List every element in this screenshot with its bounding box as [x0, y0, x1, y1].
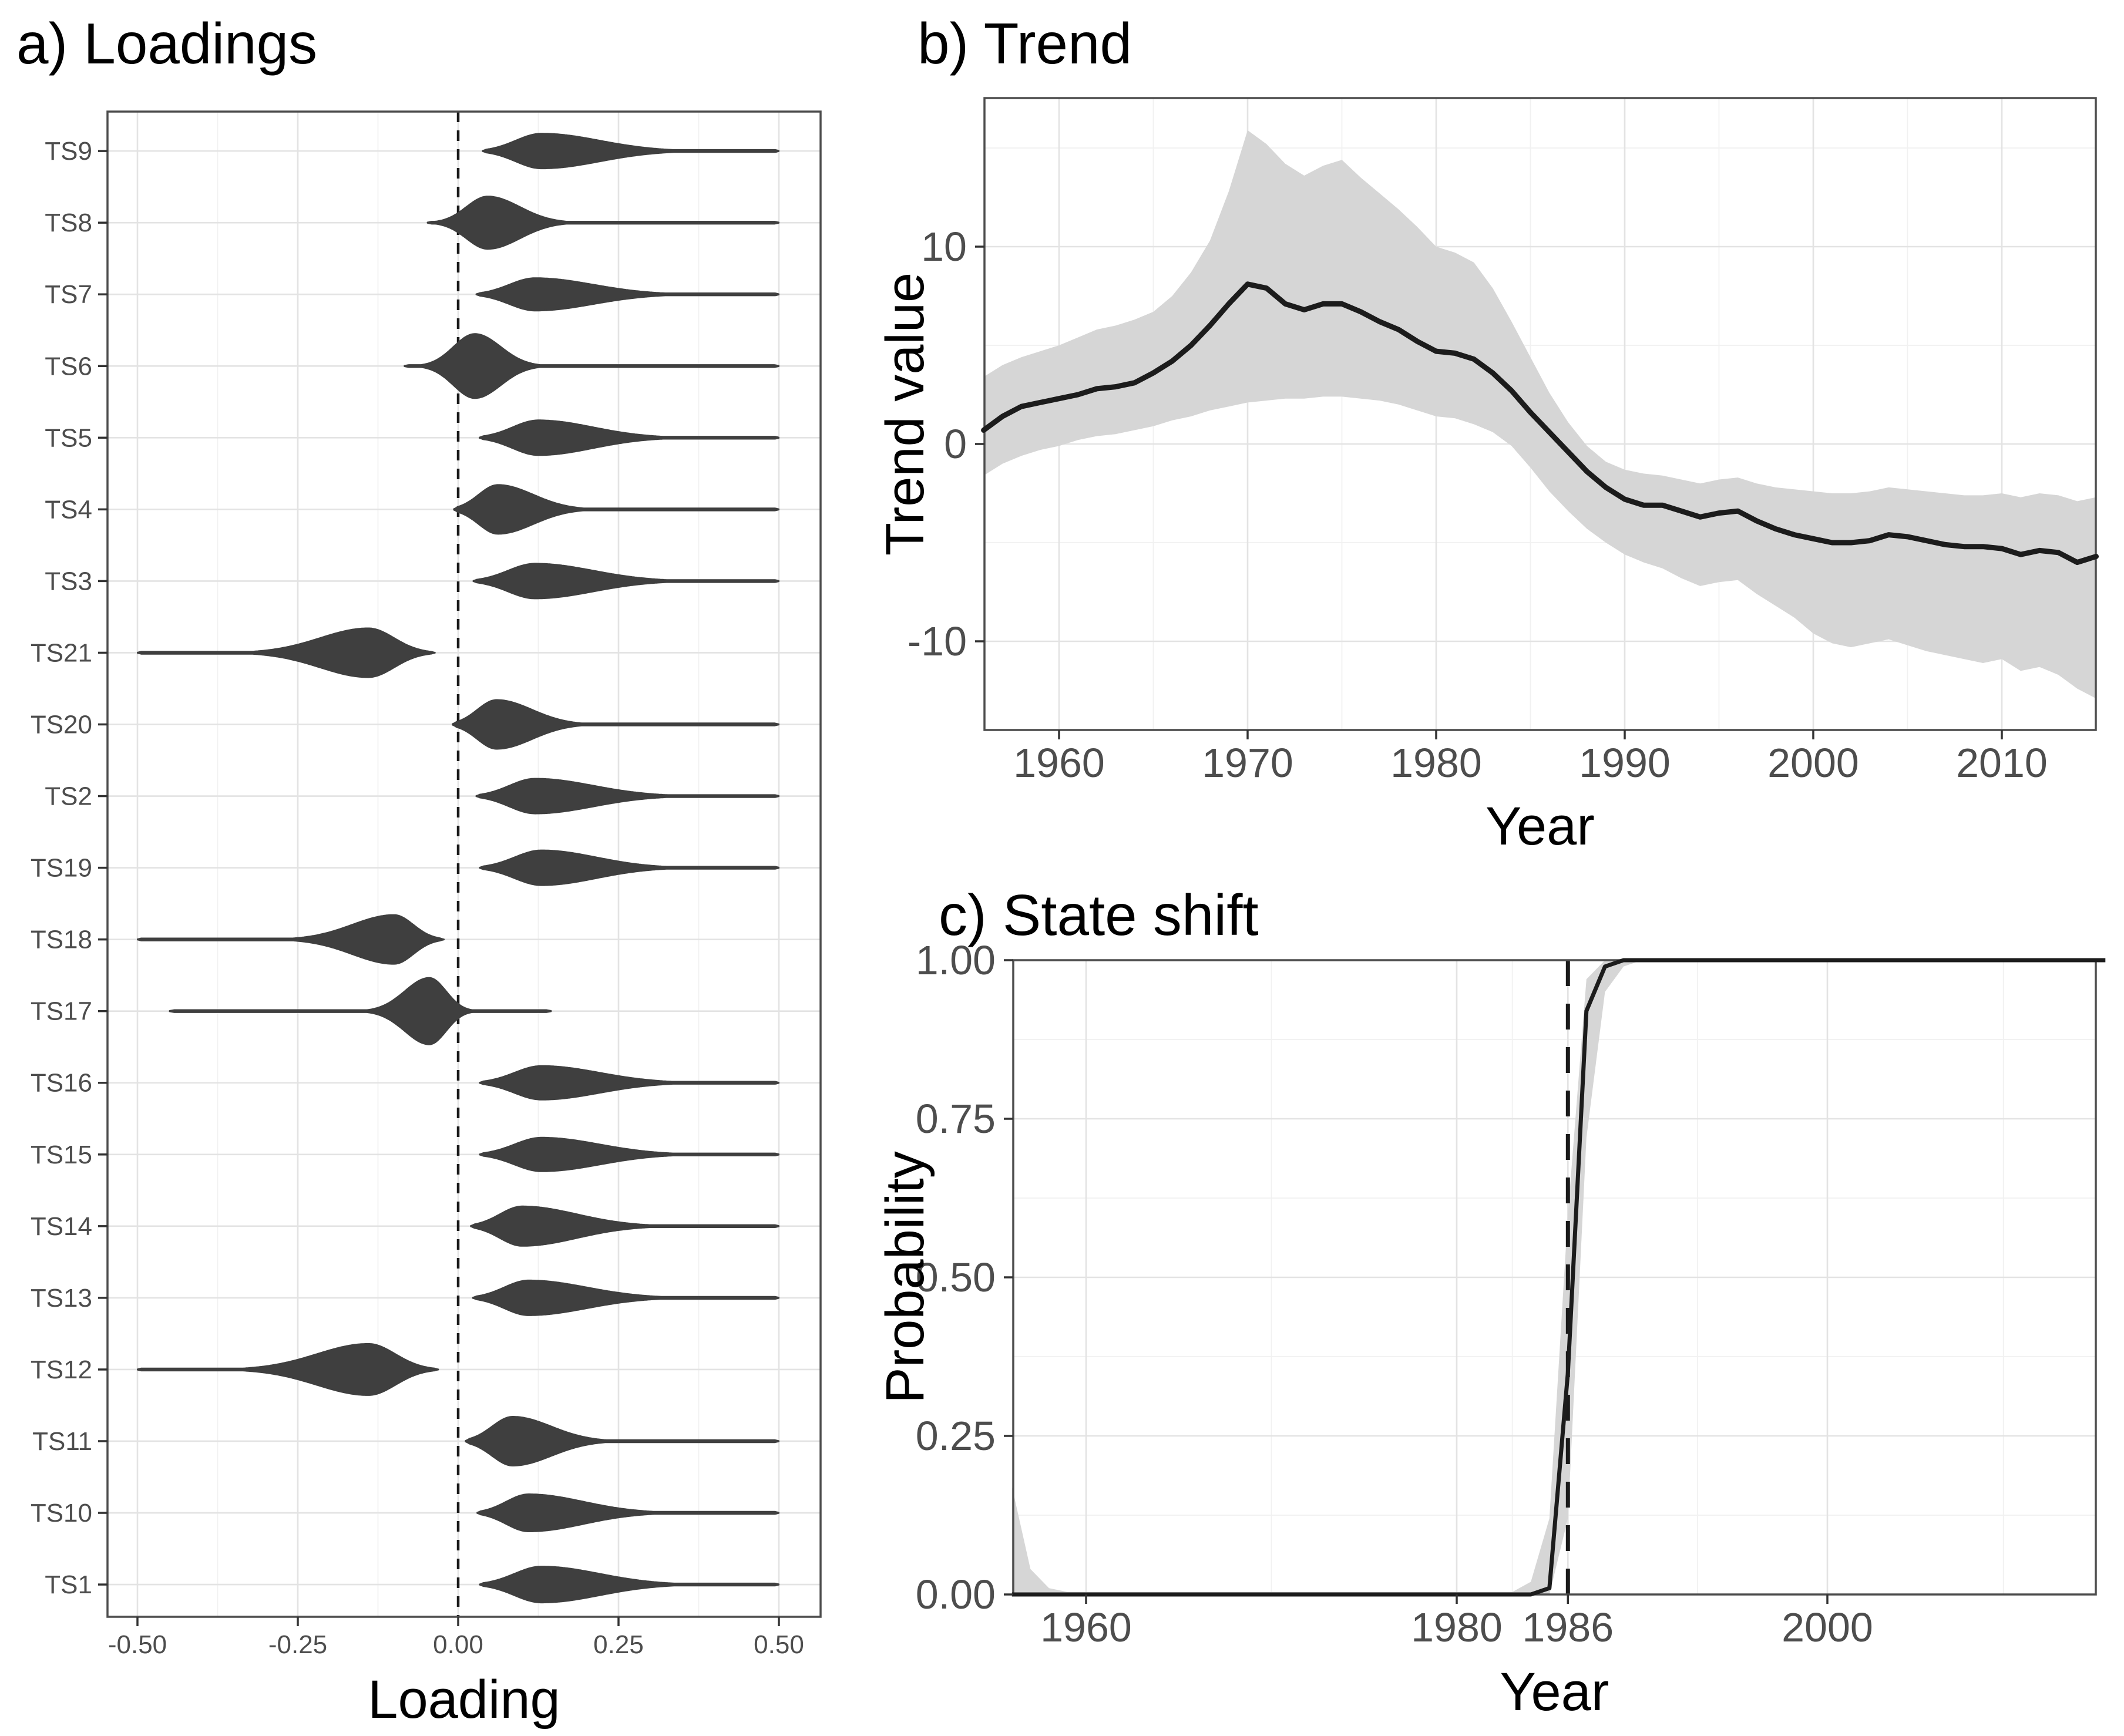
- violin-ts13: [472, 1279, 779, 1316]
- trend-confidence-ribbon: [983, 130, 2096, 699]
- category-label-ts7: TS7: [45, 280, 92, 309]
- category-label-ts5: TS5: [45, 423, 92, 452]
- panel-a-title: a) Loadings: [16, 11, 317, 76]
- category-label-ts2: TS2: [45, 782, 92, 811]
- category-label-ts15: TS15: [31, 1140, 92, 1169]
- violin-ts19: [479, 849, 779, 886]
- category-label-ts6: TS6: [45, 352, 92, 381]
- panel-a-border: [106, 110, 822, 1618]
- panel-c-y-tick-label: 0.00: [916, 1572, 996, 1617]
- violin-ts15: [479, 1136, 779, 1172]
- category-label-ts14: TS14: [31, 1212, 92, 1241]
- panel-b-y-tick-label: 0: [944, 421, 967, 467]
- panel-b-title: b) Trend: [918, 11, 1132, 76]
- category-label-ts3: TS3: [45, 567, 92, 596]
- violin-ts3: [472, 563, 779, 600]
- category-label-ts4: TS4: [45, 495, 92, 524]
- probability-line: [1011, 958, 2106, 1597]
- panel-c-y-tick-label: 0.75: [916, 1096, 996, 1142]
- trend-value-axis-title: Trend value: [875, 272, 935, 556]
- violin-ts14: [470, 1205, 779, 1247]
- panel-b-x-tick-label: 2010: [1956, 740, 2048, 786]
- violin-ts20: [452, 699, 779, 750]
- violin-ts7: [475, 277, 779, 312]
- violin-ts21: [137, 627, 436, 678]
- panel-b-x-tick-label: 1980: [1390, 740, 1482, 786]
- panel-c-y-tick-label: 1.00: [916, 937, 996, 983]
- panel-a-x-tick-label: -0.25: [268, 1630, 327, 1659]
- panel-c-y-tick-label: 0.25: [916, 1413, 996, 1459]
- panel-b-y-tick-label: 10: [921, 224, 967, 270]
- violin-ts9: [482, 133, 779, 170]
- panel-a-x-tick-label: 0.00: [433, 1630, 483, 1659]
- violin-ts1: [479, 1566, 779, 1604]
- panel-b-x-tick-label: 1960: [1013, 740, 1105, 786]
- panel-b-y-tick-label: -10: [908, 618, 967, 664]
- probability-axis-title: Probability: [875, 1151, 935, 1404]
- panel-c-x-tick-label: 1960: [1040, 1604, 1132, 1650]
- violin-ts10: [476, 1493, 779, 1532]
- category-label-ts8: TS8: [45, 208, 92, 237]
- panel-c-title: c) State shift: [939, 883, 1259, 947]
- panel-c-x-tick-label: 2000: [1782, 1604, 1873, 1650]
- panel-b-x-tick-label: 2000: [1767, 740, 1859, 786]
- violin-ts8: [426, 196, 779, 250]
- violin-ts11: [465, 1416, 779, 1466]
- panel-c-year-axis-title: Year: [1500, 1662, 1609, 1722]
- category-label-ts10: TS10: [31, 1499, 92, 1528]
- category-label-ts1: TS1: [45, 1570, 92, 1599]
- trend-line: [981, 281, 2099, 566]
- violin-ts12: [137, 1343, 439, 1396]
- category-label-ts21: TS21: [31, 638, 92, 667]
- category-label-ts16: TS16: [31, 1069, 92, 1098]
- panel-c-x-tick-label: 1980: [1411, 1604, 1503, 1650]
- violin-ts4: [453, 484, 779, 535]
- panel-b-x-tick-label: 1970: [1202, 740, 1293, 786]
- category-label-ts9: TS9: [45, 137, 92, 166]
- panel-b-year-axis-title: Year: [1486, 796, 1595, 856]
- category-label-ts11: TS11: [32, 1427, 92, 1456]
- category-label-ts12: TS12: [31, 1355, 92, 1384]
- panel-a-x-tick-label: 0.50: [754, 1630, 804, 1659]
- category-label-ts17: TS17: [31, 997, 92, 1026]
- panel-a-x-tick-label: -0.50: [108, 1630, 167, 1659]
- panel-b-border: [983, 97, 2097, 731]
- panel-c-y-tick-label: 0.50: [916, 1254, 996, 1300]
- panel-b-x-tick-label: 1990: [1579, 740, 1671, 786]
- panel-c-x-tick-label: 1986: [1522, 1604, 1614, 1650]
- violin-ts17: [169, 977, 552, 1045]
- violin-ts18: [137, 914, 445, 965]
- category-label-ts20: TS20: [31, 711, 92, 739]
- panel-a-x-tick-label: 0.25: [593, 1630, 644, 1659]
- category-label-ts18: TS18: [31, 926, 92, 954]
- violin-ts6: [404, 333, 779, 399]
- category-label-ts19: TS19: [31, 854, 92, 883]
- violin-ts16: [479, 1065, 779, 1101]
- loading-axis-title: Loading: [368, 1670, 560, 1730]
- category-label-ts13: TS13: [31, 1284, 92, 1313]
- violin-ts5: [479, 419, 779, 456]
- violin-ts2: [475, 778, 779, 815]
